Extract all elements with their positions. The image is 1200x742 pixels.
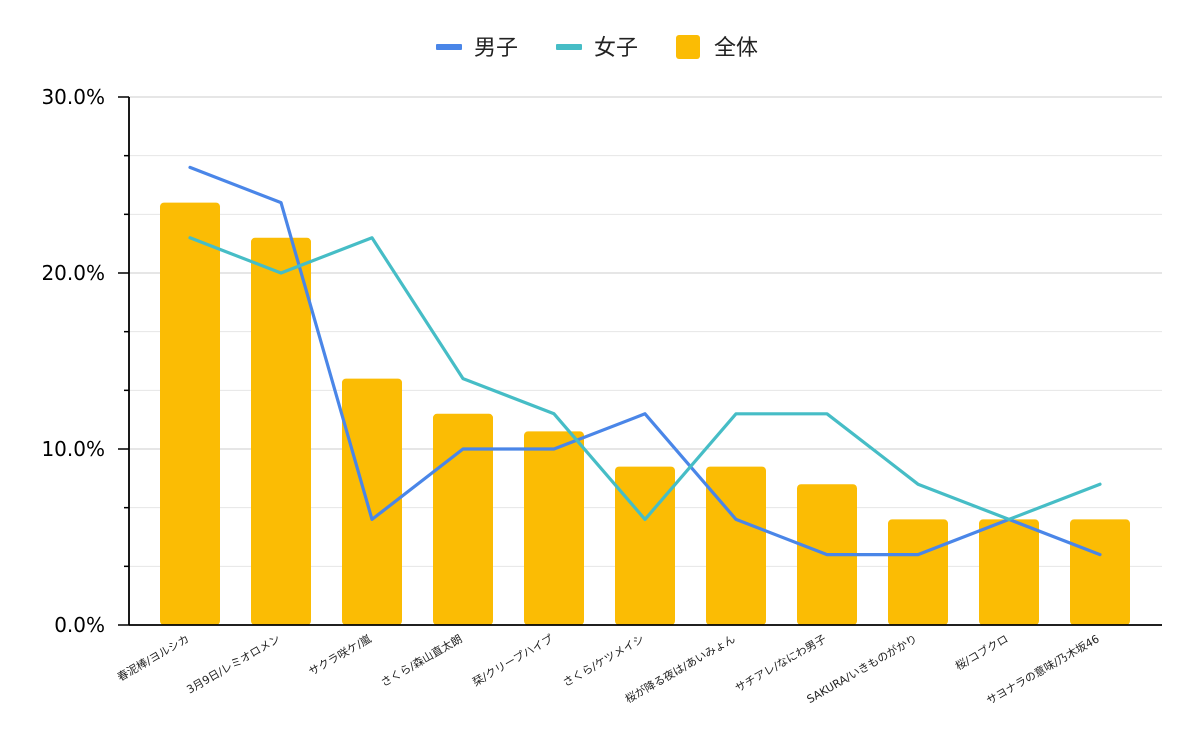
x-tick-label: さくら/ケツメイシ xyxy=(561,632,647,689)
bar-5 xyxy=(524,431,584,625)
line-series-1 xyxy=(188,165,1102,557)
y-axis-ticks: 0.0% 10.0% 20.0% 30.0% xyxy=(41,85,129,637)
legend-swatch xyxy=(436,44,462,50)
x-tick-label: 栞/クリープハイプ xyxy=(470,632,555,689)
axes xyxy=(128,97,1162,626)
bar-4 xyxy=(433,413,493,625)
x-tick-label: 桜/コブクロ xyxy=(953,631,1011,672)
bar-7 xyxy=(706,466,766,625)
bar-1 xyxy=(160,202,220,625)
bar-2 xyxy=(251,237,311,626)
x-tick-label: 3月9日/レミオロメン xyxy=(184,632,282,696)
y-tick-label: 0.0% xyxy=(54,613,105,637)
bar-6 xyxy=(615,466,675,625)
legend-item-2[interactable]: 女子 xyxy=(556,36,638,61)
legend-swatch xyxy=(676,35,700,59)
bar-9 xyxy=(888,519,948,625)
line-series xyxy=(188,165,1102,557)
legend: 男子 女子 全体 xyxy=(436,35,758,61)
legend-label: 女子 xyxy=(594,36,638,61)
legend-item-3[interactable]: 全体 xyxy=(676,35,758,61)
x-tick-label: サクラ咲ケ/嵐 xyxy=(306,631,373,678)
x-tick-label: サチアレ/なにわ男子 xyxy=(733,632,828,695)
legend-swatch xyxy=(556,44,582,50)
legend-label: 全体 xyxy=(714,36,758,61)
legend-label: 男子 xyxy=(474,36,518,61)
y-tick-label: 10.0% xyxy=(41,437,105,461)
bar-11 xyxy=(1070,519,1130,625)
legend-item-1[interactable]: 男子 xyxy=(436,36,518,61)
x-tick-label: さくら/森山直太朗 xyxy=(378,631,464,689)
y-tick-label: 30.0% xyxy=(41,85,105,109)
x-tick-label: 春泥棒/ヨルシカ xyxy=(115,631,192,683)
bar-10 xyxy=(979,519,1039,625)
bar-series xyxy=(160,202,1130,626)
line-series-2 xyxy=(188,236,1102,522)
bar-3 xyxy=(342,378,402,625)
y-tick-label: 20.0% xyxy=(41,261,105,285)
